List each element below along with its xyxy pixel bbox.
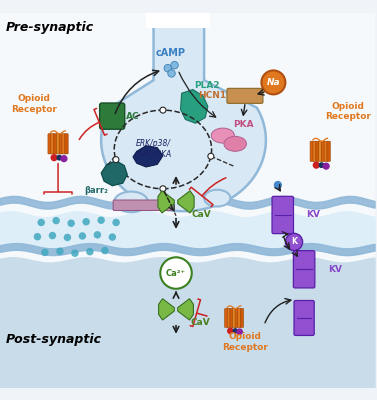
Ellipse shape — [114, 192, 148, 212]
Circle shape — [322, 162, 330, 170]
Circle shape — [113, 157, 119, 163]
Text: HCN1: HCN1 — [198, 91, 227, 100]
FancyBboxPatch shape — [316, 141, 319, 162]
Circle shape — [86, 248, 93, 256]
Circle shape — [112, 219, 120, 226]
Text: Opioid
Receptor: Opioid Receptor — [11, 94, 57, 114]
Ellipse shape — [211, 128, 234, 143]
Text: Post-synaptic: Post-synaptic — [6, 333, 102, 346]
FancyBboxPatch shape — [48, 134, 51, 154]
Circle shape — [109, 233, 116, 241]
Circle shape — [233, 328, 238, 334]
Circle shape — [160, 257, 192, 289]
Circle shape — [41, 249, 49, 256]
Text: KV: KV — [328, 265, 342, 274]
Text: cAMP: cAMP — [155, 48, 185, 58]
Text: Pre-synaptic: Pre-synaptic — [6, 21, 94, 34]
Circle shape — [285, 233, 303, 250]
FancyBboxPatch shape — [113, 200, 172, 210]
Polygon shape — [181, 90, 208, 123]
Polygon shape — [0, 13, 374, 387]
Circle shape — [93, 231, 101, 238]
FancyBboxPatch shape — [227, 308, 230, 328]
Polygon shape — [178, 299, 193, 320]
Circle shape — [83, 218, 90, 226]
FancyBboxPatch shape — [59, 134, 63, 154]
FancyBboxPatch shape — [238, 308, 241, 328]
Circle shape — [160, 107, 166, 113]
Circle shape — [97, 216, 105, 224]
Circle shape — [160, 186, 166, 192]
FancyBboxPatch shape — [51, 134, 54, 154]
Polygon shape — [146, 5, 210, 28]
FancyBboxPatch shape — [319, 141, 322, 162]
FancyBboxPatch shape — [54, 134, 57, 154]
Circle shape — [313, 162, 320, 169]
Text: PLA2: PLA2 — [194, 80, 219, 90]
Polygon shape — [133, 146, 163, 167]
Circle shape — [52, 217, 60, 224]
Text: PKA: PKA — [233, 120, 254, 129]
Text: βarr₂: βarr₂ — [85, 186, 109, 195]
Polygon shape — [158, 191, 174, 213]
FancyBboxPatch shape — [235, 308, 238, 328]
Circle shape — [319, 162, 325, 168]
Polygon shape — [0, 13, 374, 387]
Circle shape — [208, 153, 214, 159]
Text: AC: AC — [126, 112, 139, 121]
Ellipse shape — [224, 136, 247, 151]
FancyBboxPatch shape — [293, 251, 315, 288]
Text: K: K — [291, 238, 297, 246]
Circle shape — [60, 155, 67, 162]
Circle shape — [236, 328, 243, 335]
Text: Opioid
Receptor: Opioid Receptor — [325, 102, 371, 121]
FancyBboxPatch shape — [310, 141, 314, 162]
Circle shape — [64, 234, 71, 241]
FancyBboxPatch shape — [225, 308, 228, 328]
FancyBboxPatch shape — [294, 300, 314, 336]
Circle shape — [67, 220, 75, 227]
Circle shape — [261, 70, 285, 94]
Text: KV: KV — [307, 210, 320, 220]
Circle shape — [37, 219, 45, 226]
Circle shape — [57, 155, 62, 161]
FancyBboxPatch shape — [327, 141, 330, 162]
Circle shape — [164, 64, 172, 72]
Circle shape — [49, 232, 56, 239]
Text: Na: Na — [267, 78, 280, 87]
Circle shape — [171, 62, 178, 69]
FancyBboxPatch shape — [56, 134, 60, 154]
FancyBboxPatch shape — [227, 88, 263, 103]
Text: Opioid
Receptor: Opioid Receptor — [222, 332, 268, 352]
Circle shape — [51, 154, 58, 161]
Circle shape — [71, 250, 79, 257]
FancyBboxPatch shape — [313, 141, 316, 162]
FancyBboxPatch shape — [272, 196, 293, 234]
Polygon shape — [178, 191, 194, 213]
FancyBboxPatch shape — [65, 134, 68, 154]
Circle shape — [101, 247, 109, 254]
Polygon shape — [101, 13, 266, 211]
Circle shape — [34, 233, 41, 240]
FancyBboxPatch shape — [62, 134, 65, 154]
Text: CaV: CaV — [190, 318, 210, 327]
Circle shape — [79, 232, 86, 240]
Circle shape — [168, 70, 175, 77]
Circle shape — [56, 248, 64, 255]
Ellipse shape — [204, 190, 230, 206]
FancyBboxPatch shape — [230, 308, 233, 328]
FancyBboxPatch shape — [100, 103, 125, 129]
Circle shape — [274, 181, 282, 189]
Text: Ca²⁺: Ca²⁺ — [166, 268, 186, 278]
FancyBboxPatch shape — [240, 308, 244, 328]
Text: ERK/p38/
cSRC/PKA: ERK/p38/ cSRC/PKA — [135, 139, 172, 158]
Circle shape — [227, 328, 234, 334]
FancyBboxPatch shape — [233, 308, 236, 328]
Text: CaV: CaV — [191, 210, 211, 220]
FancyBboxPatch shape — [324, 141, 328, 162]
FancyBboxPatch shape — [321, 141, 325, 162]
Polygon shape — [159, 299, 174, 320]
Polygon shape — [101, 161, 127, 186]
